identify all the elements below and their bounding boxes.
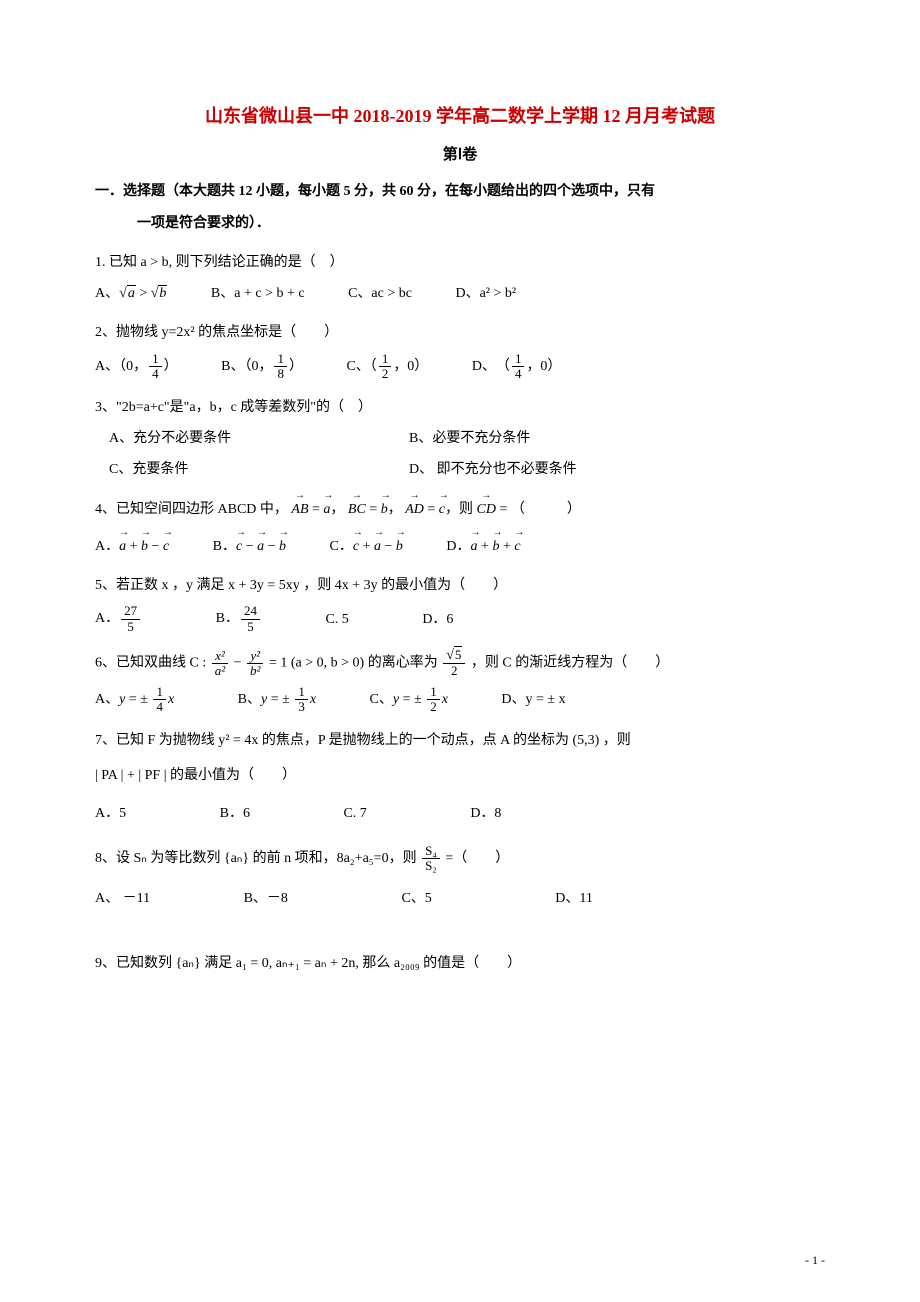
question-7-line2: | PA | + | PF | 的最小值为（ ） <box>95 763 825 788</box>
section-header-line2: 一项是符合要求的）． <box>137 211 825 236</box>
question-7-line1: 7、已知 F 为抛物线 y² = 4x 的焦点，P 是抛物线上的一个动点，点 A… <box>95 728 825 753</box>
q1-option-d: D、a² > b² <box>455 281 516 306</box>
exam-title: 山东省微山县一中 2018-2019 学年高二数学上学期 12 月月考试题 <box>95 100 825 132</box>
q2-option-a: A、（0，14） <box>95 352 178 382</box>
q4-option-a: A．a + b − c <box>95 534 169 559</box>
q7-option-d: D．8 <box>470 801 501 826</box>
q7-option-c: C. 7 <box>343 801 366 826</box>
q7-options: A．5 B．6 C. 7 D．8 <box>95 801 825 826</box>
q3-option-c: C、充要条件 <box>109 457 409 482</box>
q2-option-b: B、（0，18） <box>221 352 303 382</box>
q5-option-c: C. 5 <box>325 607 348 632</box>
question-2: 2、抛物线 y=2x² 的焦点坐标是（ ） <box>95 320 825 345</box>
question-1: 1. 已知 a > b, 则下列结论正确的是（ ） <box>95 250 825 275</box>
q8-option-c: C、5 <box>401 886 431 911</box>
page-number: - 1 - <box>805 1250 825 1272</box>
q3-option-d: D、 即不充分也不必要条件 <box>409 457 577 482</box>
q1-option-b: B、a + c > b + c <box>211 281 305 306</box>
q4-option-b: B．c − a − b <box>213 534 286 559</box>
q1-option-c: C、ac > bc <box>348 281 412 306</box>
question-5: 5、若正数 x ，y 满足 x + 3y = 5xy ，则 4x + 3y 的最… <box>95 573 825 598</box>
q3-options-row2: C、充要条件 D、 即不充分也不必要条件 <box>109 457 825 482</box>
q6-option-d: D、y = ± x <box>501 687 565 712</box>
q2-options: A、（0，14） B、（0，18） C、（12，0） D、 （14，0） <box>95 352 825 382</box>
q4-option-d: D．a + b + c <box>446 534 520 559</box>
q1-text: 1. 已知 a > b, 则下列结论正确的是（ ） <box>95 255 344 270</box>
q3-option-a: A、充分不必要条件 <box>109 426 409 451</box>
q8-option-a: A、 －11 <box>95 886 150 911</box>
question-6: 6、已知双曲线 C : x²a² − y²b² = 1 (a > 0, b > … <box>95 648 825 679</box>
q6-options: A、y = ± 14x B、y = ± 13x C、y = ± 12x D、y … <box>95 685 825 715</box>
q8-option-d: D、11 <box>555 886 593 911</box>
q8-options: A、 －11 B、－8 C、5 D、11 <box>95 886 825 911</box>
q1-option-a: A、√a > √b <box>95 281 167 306</box>
q5-option-d: D．6 <box>422 607 453 632</box>
q1-options: A、√a > √b B、a + c > b + c C、ac > bc D、a²… <box>95 281 825 306</box>
q5-option-a: A．275 <box>95 604 142 634</box>
q6-option-c: C、y = ± 12x <box>370 685 448 715</box>
q6-option-b: B、y = ± 13x <box>238 685 316 715</box>
q8-option-b: B、－8 <box>244 886 288 911</box>
q7-option-b: B．6 <box>220 801 250 826</box>
q3-option-b: B、必要不充分条件 <box>409 426 530 451</box>
section-header-line1: 一．选择题（本大题共 12 小题，每小题 5 分，共 60 分，在每小题给出的四… <box>95 179 825 204</box>
q7-option-a: A．5 <box>95 801 126 826</box>
q5-option-b: B．245 <box>216 604 262 634</box>
q6-option-a: A、y = ± 14x <box>95 685 174 715</box>
question-4: 4、已知空间四边形 ABCD 中， AB = a， BC = b， AD = c… <box>95 497 825 522</box>
q3-options-row1: A、充分不必要条件 B、必要不充分条件 <box>109 426 825 451</box>
q2-option-c: C、（12，0） <box>346 352 428 382</box>
exam-subtitle: 第Ⅰ卷 <box>95 142 825 169</box>
question-3: 3、"2b=a+c"是"a，b，c 成等差数列"的（ ） <box>95 395 825 420</box>
q5-options: A．275 B．245 C. 5 D．6 <box>95 604 825 634</box>
q2-option-d: D、 （14，0） <box>472 352 562 382</box>
q4-option-c: C．c + a − b <box>330 534 403 559</box>
question-8: 8、设 Sₙ 为等比数列 {aₙ} 的前 n 项和，8a₂+a₅=0，则 S₄S… <box>95 844 825 874</box>
question-9: 9、已知数列 {aₙ} 满足 a₁ = 0, aₙ₊₁ = aₙ + 2n, 那… <box>95 951 825 976</box>
q4-options: A．a + b − c B．c − a − b C．c + a − b D．a … <box>95 534 825 559</box>
